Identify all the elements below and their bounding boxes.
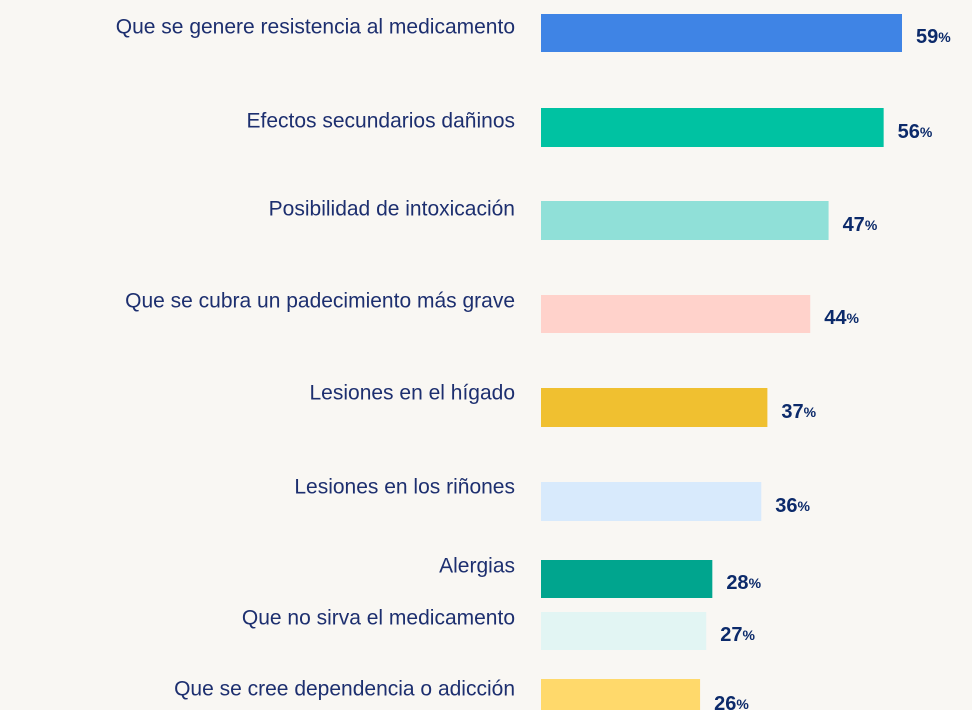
bar	[541, 612, 707, 650]
value-label: 27%	[720, 624, 755, 646]
bar	[541, 679, 701, 710]
value-label: 56%	[898, 121, 933, 143]
category-label: Que se cubra un padecimiento más grave	[125, 290, 515, 313]
category-label: Lesiones en los riñones	[294, 476, 515, 499]
category-label: Posibilidad de intoxicación	[269, 198, 515, 221]
value-label: 59%	[916, 26, 951, 48]
category-label: Lesiones en el hígado	[310, 382, 516, 405]
value-label: 37%	[781, 401, 816, 423]
value-label: 47%	[843, 214, 878, 236]
bar	[541, 108, 884, 147]
value-label: 28%	[726, 572, 761, 594]
bar	[541, 14, 902, 52]
bar	[541, 201, 829, 240]
value-label: 44%	[824, 307, 859, 329]
bar	[541, 560, 713, 598]
bar	[541, 388, 768, 427]
category-label: Que se cree dependencia o adicción	[174, 678, 515, 701]
bar	[541, 295, 811, 333]
category-label: Alergias	[439, 555, 515, 578]
value-label: 36%	[775, 495, 810, 517]
category-label: Efectos secundarios dañinos	[247, 110, 516, 133]
category-label: Que se genere resistencia al medicamento	[116, 16, 515, 39]
value-label: 26%	[714, 693, 749, 710]
category-label: Que no sirva el medicamento	[242, 607, 515, 630]
bar	[541, 482, 762, 521]
